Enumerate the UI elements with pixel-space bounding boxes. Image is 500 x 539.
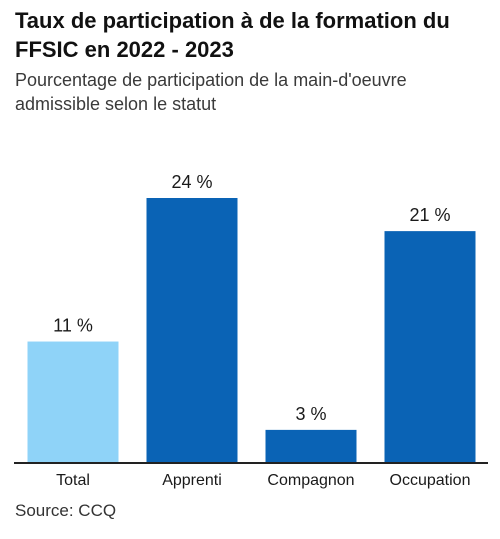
value-labels-group: 11 % 24 % 3 % 21 % bbox=[53, 172, 450, 424]
source-note: Source: CCQ bbox=[15, 501, 117, 520]
value-label-compagnon: 3 % bbox=[295, 404, 326, 424]
category-label-apprenti: Apprenti bbox=[162, 472, 222, 489]
bar-total bbox=[27, 341, 119, 463]
bars-group bbox=[27, 198, 476, 463]
chart-subtitle: Pourcentage de participation de la main-… bbox=[15, 70, 407, 114]
bar-compagnon bbox=[265, 429, 357, 463]
category-label-occupation: Occupation bbox=[390, 472, 471, 489]
value-label-total: 11 % bbox=[53, 316, 93, 336]
bar-occupation bbox=[384, 231, 476, 463]
category-labels-group: Total Apprenti Compagnon Occupation bbox=[56, 472, 470, 489]
category-label-total: Total bbox=[56, 472, 90, 489]
category-label-compagnon: Compagnon bbox=[267, 472, 354, 489]
value-label-apprenti: 24 % bbox=[171, 172, 212, 192]
bar-apprenti bbox=[146, 198, 238, 463]
chart-title: Taux de participation à de la formation … bbox=[15, 8, 450, 62]
value-label-occupation: 21 % bbox=[409, 205, 450, 225]
